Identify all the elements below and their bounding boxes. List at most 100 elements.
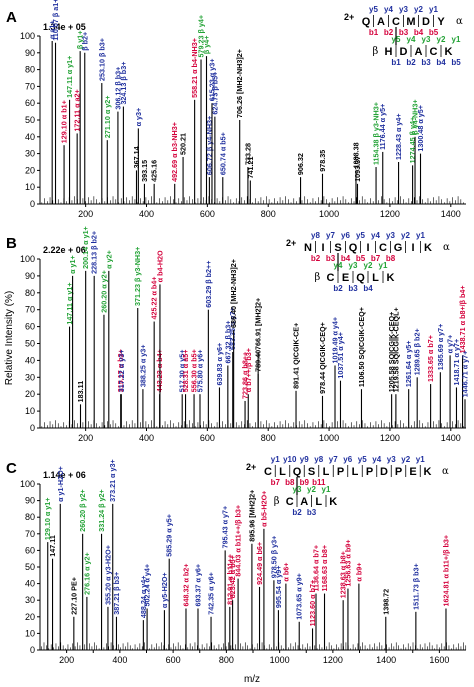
y-tick-label: 40	[25, 355, 35, 365]
peak-label: 492.69 α b3-NH3+	[170, 122, 179, 182]
peak-label: α y1+	[68, 255, 77, 274]
peak-label: β y1+	[76, 31, 85, 50]
y-tick-label: 70	[25, 529, 35, 539]
bottom-fragment-ion: b3	[421, 58, 431, 67]
peak-label: 891.41 QICGIK-CE+	[292, 323, 301, 389]
top-fragment-ion: y5	[392, 35, 401, 44]
y-tick-label: 90	[25, 271, 35, 281]
top-fragment-ion: y4	[371, 231, 380, 240]
y-tick-label: 50	[25, 339, 35, 349]
peak-label: 387.21 β b3+	[112, 572, 121, 615]
spectrum-panel-a: A 1.34e + 05 0 10 20 30 40 50 60 70 80 90 100 200 400 6…	[6, 0, 466, 219]
x-tick-label: 1200	[380, 433, 400, 443]
residue: S	[308, 466, 315, 478]
top-fragment-ion: y8	[314, 455, 323, 464]
peak-label: 585.29 α y5+	[165, 514, 174, 557]
peak-label: 1398.72	[381, 589, 390, 615]
bottom-fragment-ion: b2	[333, 284, 343, 293]
residue: C	[392, 16, 400, 28]
peak-label: α y7+	[446, 335, 455, 354]
peak-label: 227.10 PE+	[69, 577, 78, 615]
residue: G	[394, 242, 403, 254]
residue: S	[334, 242, 341, 254]
residue: Y	[437, 16, 445, 28]
top-fragment-ion: y1	[416, 231, 425, 240]
x-tick-label: 1600	[429, 655, 449, 665]
x-tick-label: 1000	[319, 433, 339, 443]
peak-label: 686.40 [MH2-NH3]2+	[229, 259, 238, 328]
peak-label: 558.21 α b4-NH3+	[190, 38, 199, 98]
y-tick-label: 0	[30, 645, 35, 655]
peak-label: 579.23 β y4+	[197, 15, 206, 58]
top-fragment-ion: y3	[349, 261, 358, 270]
bottom-fragment-ion: b5	[356, 254, 366, 263]
peak-label: 271.10 α y2+	[103, 96, 112, 139]
y-tick-label: 60	[25, 98, 35, 108]
peak-label: 978.44 QICGIK-CEQ+	[318, 322, 327, 394]
x-tick-label: 400	[139, 209, 154, 219]
peak-label: 741.21	[246, 156, 255, 178]
residue: C	[379, 242, 387, 254]
y-tick-label: 100	[20, 254, 35, 264]
top-fragment-ion: y6	[341, 231, 350, 240]
peak-label: 693.37 α y6+	[193, 564, 202, 607]
bottom-fragment-ion: b5	[429, 28, 439, 37]
x-tick-label: 800	[261, 209, 276, 219]
y-tick-label: 90	[25, 48, 35, 58]
peak-label: 317.22 α y3+	[117, 350, 126, 393]
peak-label: 355.20 α y3-H2O+	[103, 545, 112, 605]
x-tick-label: 800	[261, 433, 276, 443]
peak-label: 1256.63 α b9+	[343, 540, 352, 587]
y-tick-label: 70	[25, 305, 35, 315]
y-tick-label: 80	[25, 65, 35, 75]
peak-label: 183.11	[76, 381, 85, 403]
peak-label: 1073.65 α y9+	[295, 573, 304, 620]
residue: D	[380, 466, 388, 478]
peak-label: 1037.51 α y4+	[336, 332, 345, 379]
residue: K	[445, 46, 453, 58]
peak-label: 110.07 β a1+	[51, 0, 60, 41]
x-tick-label: 800	[219, 655, 234, 665]
chain-symbol: α	[442, 466, 449, 477]
peak-label: 667.32 β b3+	[223, 321, 232, 364]
peak-label: 650.74 α b5+	[218, 132, 227, 175]
top-fragment-ion: y1	[429, 5, 438, 14]
peak-label: 488.24 α y4+	[139, 576, 148, 619]
peak-label: 795.43 α y7+	[221, 506, 230, 549]
top-fragment-ion: y4	[407, 35, 416, 44]
bottom-fragment-ion: b2	[292, 508, 302, 517]
top-fragment-ion: y5	[358, 455, 367, 464]
x-tick-label: 1200	[380, 209, 400, 219]
y-tick-label: 0	[30, 199, 35, 209]
x-tick-label: 1000	[270, 655, 290, 665]
bottom-fragment-ion: b2	[384, 28, 394, 37]
residue: D	[400, 46, 408, 58]
bottom-fragment-ion: b9	[300, 478, 310, 487]
peak-label: α b7++/β b3+	[244, 348, 253, 392]
peak-label: β b2+	[80, 32, 89, 51]
peak-label: 1438.71 α b8+/β b4+	[458, 285, 467, 353]
peak-label: 742.35 α y6+	[207, 572, 216, 615]
bottom-fragment-ion: b4	[414, 28, 424, 37]
peak-label: α y2+	[104, 250, 113, 269]
residue: L	[279, 466, 286, 478]
residue: P	[366, 466, 373, 478]
peak-label: 315.17 α b3+	[116, 349, 125, 392]
peak-label: 606.72 β y4-NH3+	[205, 116, 214, 175]
peak-label: 1333.65 α b7+	[426, 335, 435, 382]
y-tick-label: 30	[25, 149, 35, 159]
residue: Q	[356, 272, 365, 284]
bottom-fragment-ion: b3	[399, 28, 409, 37]
peak-label: 1205.58 SQICGIK-CEQ+	[387, 312, 396, 393]
x-tick-label: 1000	[319, 209, 339, 219]
peak-label: α y1-H2O+	[56, 466, 65, 502]
residue: I	[411, 242, 414, 254]
peak-label: 624.73 β b5+	[210, 72, 219, 115]
peak-label: 260.20 β y2+	[78, 489, 87, 532]
top-fragment-ion: y4	[372, 455, 381, 464]
peak-label: 1154.38 β y3-NH3+	[372, 102, 381, 165]
top-fragment-ion: y4	[384, 5, 393, 14]
peak-label: α a1+	[48, 20, 57, 39]
bottom-fragment-ion: b8	[386, 254, 396, 263]
y-tick-label: 20	[25, 612, 35, 622]
